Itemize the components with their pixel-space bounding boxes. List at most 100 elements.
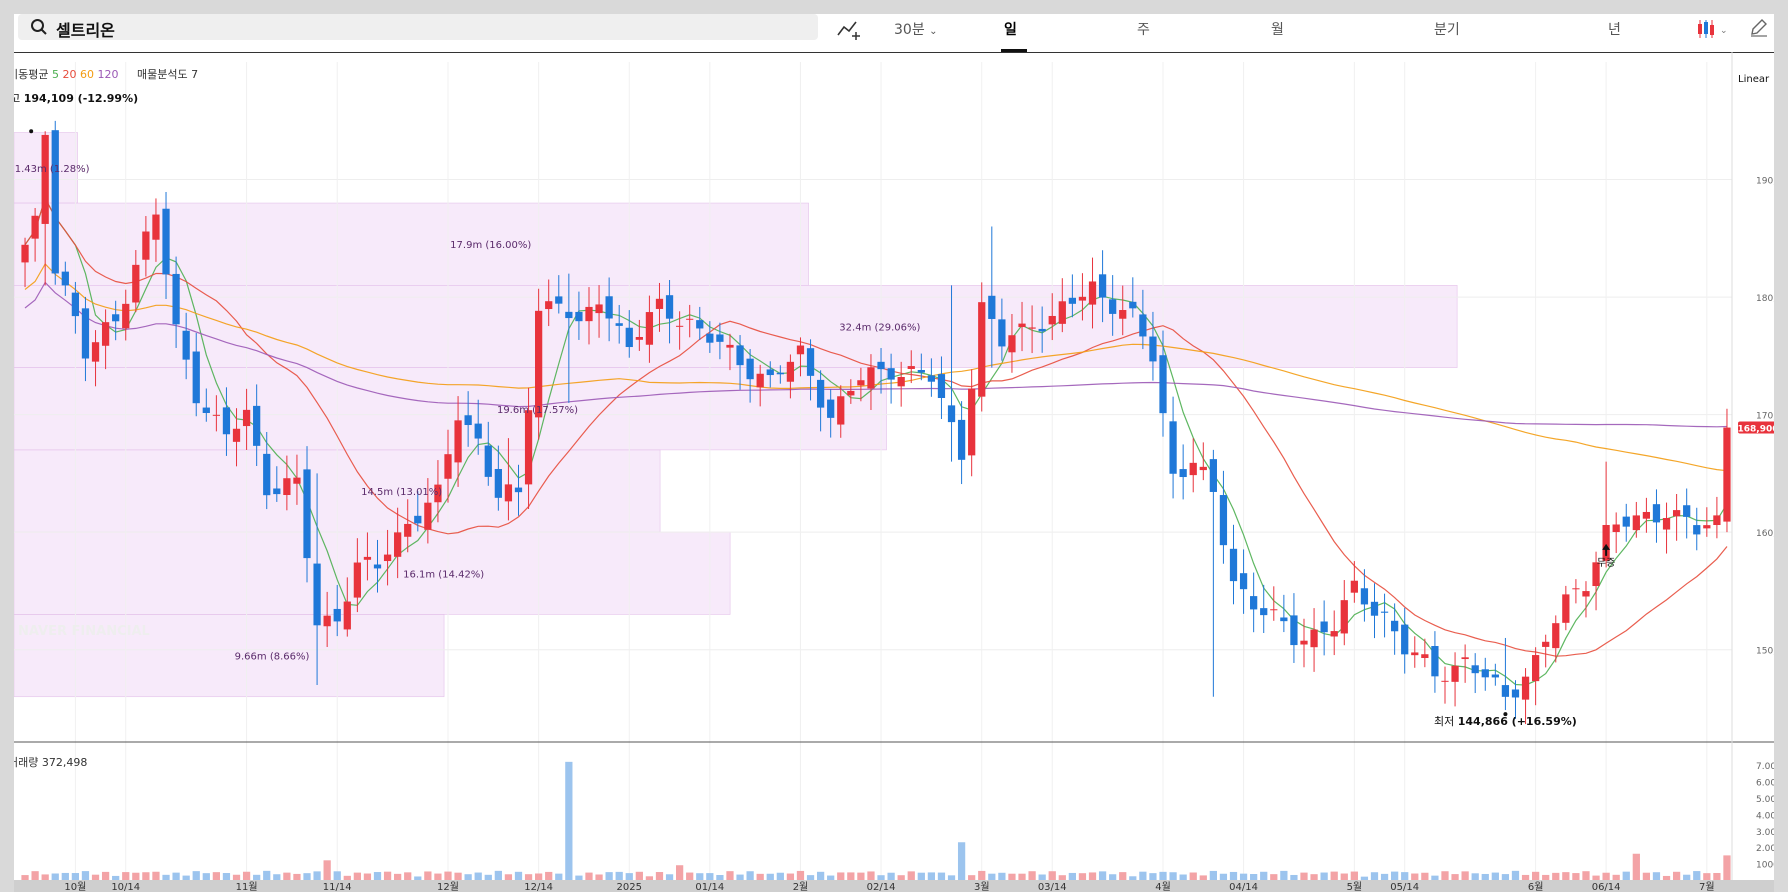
- chart-type-icon[interactable]: ⌄: [1696, 17, 1732, 41]
- candle-body: [172, 273, 180, 325]
- candle-body: [1189, 462, 1197, 476]
- tab-day[interactable]: 일: [1004, 22, 1017, 38]
- candle-body: [978, 302, 986, 397]
- volume-bar: [1380, 873, 1389, 880]
- volume-bar: [847, 872, 855, 880]
- volume-bar: [806, 875, 815, 880]
- volume-bar: [1330, 871, 1338, 880]
- volume-profile-bar: [14, 367, 887, 451]
- tab-quarter[interactable]: 분기: [1434, 22, 1460, 38]
- volume-bar: [343, 875, 351, 880]
- volume-bar: [867, 871, 875, 880]
- volume-bar: [857, 872, 865, 880]
- candle-body: [1471, 665, 1479, 674]
- volume-bar: [1048, 871, 1056, 880]
- candle-body: [303, 469, 311, 559]
- volume-bar: [363, 873, 372, 880]
- toolbar: 셀트리온 30분 ⌄ 일 주 월 분기 년 ⌄: [14, 14, 1774, 53]
- volume-bar: [1481, 873, 1489, 880]
- tab-year[interactable]: 년: [1608, 22, 1621, 38]
- stock-name: 셀트리온: [56, 21, 115, 40]
- volume-bar: [837, 872, 845, 880]
- x-tick-label: 7월: [1699, 881, 1715, 892]
- candle-body: [1320, 621, 1328, 633]
- volume-bar: [1139, 871, 1147, 880]
- interval-dropdown[interactable]: 30분 ⌄: [894, 19, 938, 39]
- candle-body: [1391, 620, 1399, 632]
- candle-body: [273, 488, 281, 495]
- candle-body: [645, 312, 654, 345]
- volume-bar: [1199, 875, 1207, 880]
- event-label: 무증: [1597, 557, 1615, 569]
- volume-bar: [1028, 871, 1036, 880]
- volume-bar: [1018, 873, 1026, 880]
- volume-bar: [1632, 853, 1640, 880]
- volume-profile-label: 32.4m (29.06%): [839, 322, 920, 333]
- volume-bar: [1662, 875, 1671, 880]
- ma-line-20: [24, 196, 1728, 657]
- candle-body: [1068, 297, 1077, 304]
- candle-body: [112, 314, 120, 322]
- volume-bar: [766, 873, 774, 880]
- volume-bar: [1521, 874, 1530, 880]
- candle-body: [1672, 510, 1681, 517]
- pencil-icon[interactable]: [1749, 17, 1769, 37]
- candle-body: [394, 532, 402, 557]
- price-chart[interactable]: 190,000 180,000 170,000 160,000 150,000 7.00m…: [14, 52, 1774, 892]
- chart-window: 셀트리온 30분 ⌄ 일 주 월 분기 년 ⌄ 190,000 180,000: [14, 14, 1774, 892]
- volume-bar: [1189, 872, 1197, 880]
- candle-body: [1461, 657, 1469, 660]
- candle-body: [31, 215, 39, 239]
- candle-body: [1542, 641, 1550, 647]
- y-tick-label: 170,000: [1756, 412, 1774, 422]
- candle-body: [1078, 296, 1087, 301]
- candle-body: [746, 358, 754, 380]
- volume-bar: [494, 870, 502, 880]
- candle-body: [91, 342, 100, 362]
- volume-profile-label: 16.1m (14.42%): [403, 569, 484, 580]
- candle-body: [726, 344, 734, 348]
- candle-body: [1330, 631, 1338, 637]
- candle-body: [323, 615, 331, 627]
- x-tick-label: 10/14: [111, 882, 140, 892]
- volume-bar: [716, 875, 724, 880]
- candle-body: [907, 366, 915, 369]
- volume-bar: [545, 871, 553, 880]
- candle-body: [988, 295, 996, 319]
- tab-week[interactable]: 주: [1137, 22, 1150, 38]
- low-annotation: 최저 144,866 (+16.59%): [1434, 715, 1577, 728]
- volume-bar: [1320, 872, 1328, 880]
- stock-search[interactable]: 셀트리온: [18, 14, 818, 40]
- volume-bar: [937, 872, 946, 880]
- interval-label: 30분: [894, 22, 925, 38]
- candle-body: [383, 554, 392, 562]
- tab-month[interactable]: 월: [1271, 22, 1284, 38]
- volume-bar: [998, 872, 1006, 880]
- volume-tick-label: 3.00m: [1756, 828, 1774, 838]
- volume-bar: [1008, 873, 1016, 880]
- volume-bar: [504, 874, 513, 880]
- volume-bar: [293, 873, 301, 880]
- volume-bar: [1552, 872, 1560, 880]
- volume-bar: [1119, 872, 1127, 880]
- volume-bar: [1612, 874, 1620, 880]
- volume-bar: [575, 875, 583, 880]
- candle-body: [545, 301, 553, 310]
- search-icon: [31, 19, 47, 35]
- volume-bar: [1078, 873, 1087, 880]
- candle-body: [998, 319, 1006, 347]
- candle-body: [1693, 525, 1701, 535]
- volume-bar: [776, 872, 784, 880]
- candle-body: [494, 468, 502, 498]
- x-tick-label: 11/14: [323, 882, 352, 892]
- candle-body: [1028, 327, 1036, 329]
- candle-body: [41, 134, 49, 224]
- volume-bar: [1542, 874, 1550, 880]
- volume-bar: [1239, 873, 1248, 880]
- draw-line-icon[interactable]: [836, 18, 862, 40]
- candle-body: [756, 373, 764, 388]
- candle-body: [1109, 299, 1117, 314]
- candle-body: [1139, 314, 1147, 337]
- volume-bar: [655, 872, 664, 880]
- candle-body: [122, 303, 130, 329]
